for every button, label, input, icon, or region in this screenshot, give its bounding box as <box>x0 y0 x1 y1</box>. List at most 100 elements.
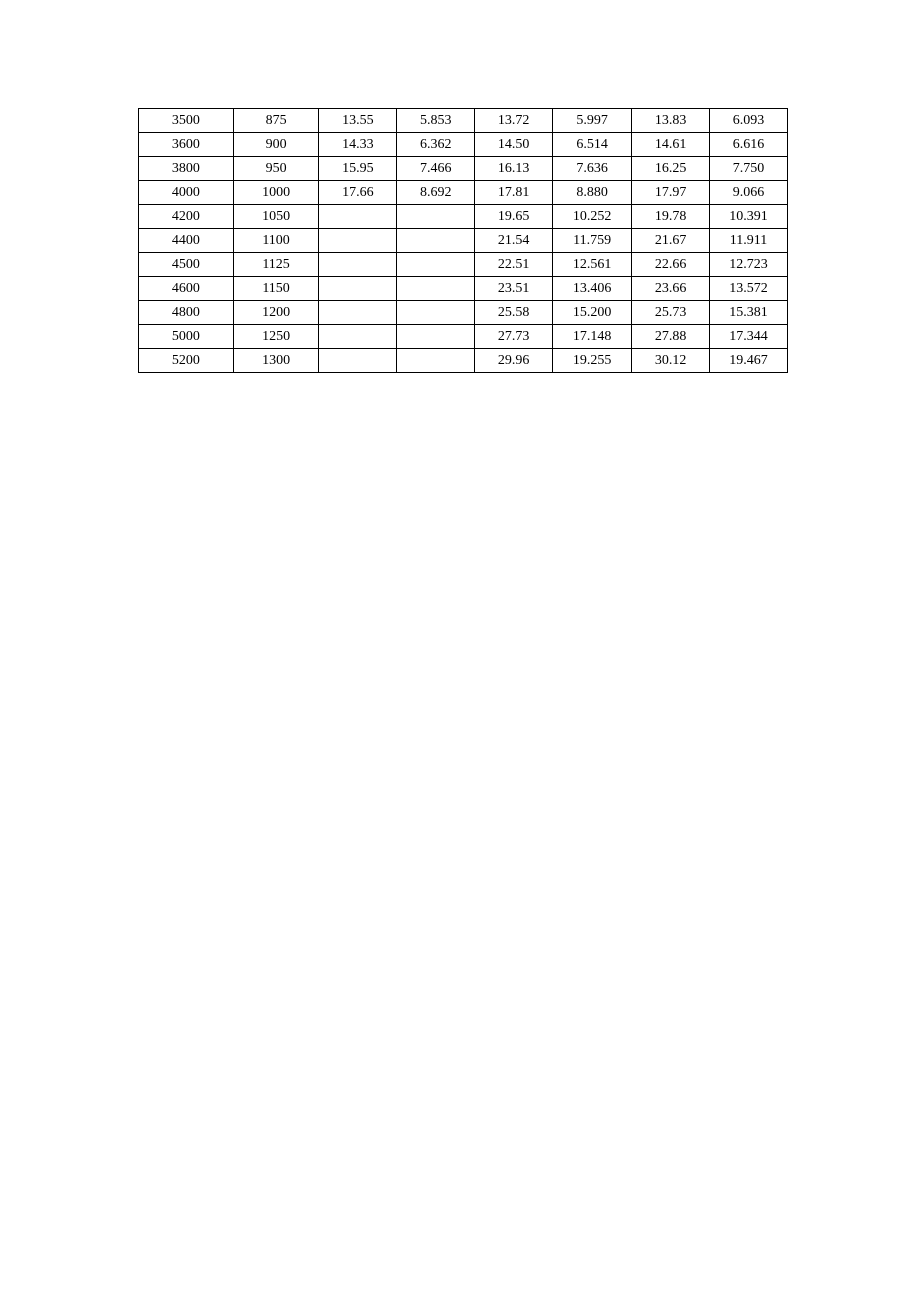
table-cell: 22.66 <box>632 253 710 277</box>
table-cell: 3600 <box>139 133 234 157</box>
table-cell: 950 <box>233 157 319 181</box>
table-cell: 6.514 <box>553 133 632 157</box>
table-cell: 1150 <box>233 277 319 301</box>
table-cell: 875 <box>233 109 319 133</box>
table-cell: 23.66 <box>632 277 710 301</box>
table-row: 46001150 23.5113.40623.6613.572 <box>139 277 788 301</box>
table-cell: 13.406 <box>553 277 632 301</box>
table-cell: 5.997 <box>553 109 632 133</box>
table-cell: 17.148 <box>553 325 632 349</box>
table-cell: 1250 <box>233 325 319 349</box>
table-cell <box>319 229 397 253</box>
table-cell: 900 <box>233 133 319 157</box>
table-cell: 1200 <box>233 301 319 325</box>
table-cell: 14.50 <box>475 133 553 157</box>
table-cell: 15.381 <box>710 301 788 325</box>
table-cell: 21.67 <box>632 229 710 253</box>
table-cell: 1125 <box>233 253 319 277</box>
table-row: 44001100 21.5411.75921.6711.911 <box>139 229 788 253</box>
table-cell: 15.200 <box>553 301 632 325</box>
table-cell: 13.55 <box>319 109 397 133</box>
table-cell: 25.73 <box>632 301 710 325</box>
table-cell <box>319 325 397 349</box>
data-table-wrapper: 350087513.555.85313.725.99713.836.093360… <box>138 108 788 373</box>
table-cell <box>397 301 475 325</box>
table-cell: 5.853 <box>397 109 475 133</box>
table-cell <box>397 349 475 373</box>
table-cell: 9.066 <box>710 181 788 205</box>
table-row: 48001200 25.5815.20025.7315.381 <box>139 301 788 325</box>
table-row: 50001250 27.7317.14827.8817.344 <box>139 325 788 349</box>
table-cell: 17.81 <box>475 181 553 205</box>
table-cell: 13.72 <box>475 109 553 133</box>
table-row: 52001300 29.9619.25530.1219.467 <box>139 349 788 373</box>
table-cell: 7.750 <box>710 157 788 181</box>
table-cell: 4200 <box>139 205 234 229</box>
table-cell: 17.344 <box>710 325 788 349</box>
table-cell: 19.255 <box>553 349 632 373</box>
table-cell <box>397 229 475 253</box>
table-cell: 23.51 <box>475 277 553 301</box>
table-cell: 4000 <box>139 181 234 205</box>
table-cell: 4600 <box>139 277 234 301</box>
table-cell <box>397 205 475 229</box>
table-cell: 1100 <box>233 229 319 253</box>
table-cell: 19.78 <box>632 205 710 229</box>
table-cell <box>319 205 397 229</box>
table-cell <box>319 349 397 373</box>
table-cell: 10.391 <box>710 205 788 229</box>
table-cell: 7.466 <box>397 157 475 181</box>
table-cell <box>397 277 475 301</box>
table-row: 350087513.555.85313.725.99713.836.093 <box>139 109 788 133</box>
table-cell: 1300 <box>233 349 319 373</box>
table-cell: 4500 <box>139 253 234 277</box>
table-cell: 4800 <box>139 301 234 325</box>
table-cell: 21.54 <box>475 229 553 253</box>
table-body: 350087513.555.85313.725.99713.836.093360… <box>139 109 788 373</box>
table-cell: 13.83 <box>632 109 710 133</box>
table-cell: 6.093 <box>710 109 788 133</box>
table-cell: 6.362 <box>397 133 475 157</box>
table-cell: 19.65 <box>475 205 553 229</box>
table-cell: 22.51 <box>475 253 553 277</box>
table-cell: 27.73 <box>475 325 553 349</box>
table-cell: 16.25 <box>632 157 710 181</box>
table-cell: 30.12 <box>632 349 710 373</box>
table-cell: 6.616 <box>710 133 788 157</box>
table-cell: 14.61 <box>632 133 710 157</box>
table-cell: 15.95 <box>319 157 397 181</box>
table-cell: 10.252 <box>553 205 632 229</box>
table-cell <box>397 253 475 277</box>
table-cell: 5000 <box>139 325 234 349</box>
table-row: 4500112522.5112.56122.6612.723 <box>139 253 788 277</box>
table-row: 4000100017.668.69217.818.88017.979.066 <box>139 181 788 205</box>
table-cell: 12.723 <box>710 253 788 277</box>
data-table: 350087513.555.85313.725.99713.836.093360… <box>138 108 788 373</box>
table-cell <box>319 253 397 277</box>
table-cell: 11.911 <box>710 229 788 253</box>
table-cell <box>319 277 397 301</box>
table-cell: 7.636 <box>553 157 632 181</box>
table-cell <box>397 325 475 349</box>
table-cell: 1000 <box>233 181 319 205</box>
table-cell: 5200 <box>139 349 234 373</box>
table-cell: 16.13 <box>475 157 553 181</box>
table-cell: 3500 <box>139 109 234 133</box>
table-cell: 14.33 <box>319 133 397 157</box>
table-cell <box>319 301 397 325</box>
table-cell: 4400 <box>139 229 234 253</box>
table-cell: 8.880 <box>553 181 632 205</box>
table-cell: 27.88 <box>632 325 710 349</box>
table-cell: 29.96 <box>475 349 553 373</box>
table-cell: 11.759 <box>553 229 632 253</box>
table-cell: 1050 <box>233 205 319 229</box>
table-row: 360090014.336.36214.506.51414.616.616 <box>139 133 788 157</box>
table-cell: 25.58 <box>475 301 553 325</box>
table-cell: 17.66 <box>319 181 397 205</box>
table-cell: 17.97 <box>632 181 710 205</box>
table-cell: 3800 <box>139 157 234 181</box>
table-row: 380095015.957.46616.137.63616.257.750 <box>139 157 788 181</box>
table-cell: 13.572 <box>710 277 788 301</box>
table-row: 42001050 19.6510.25219.7810.391 <box>139 205 788 229</box>
table-cell: 19.467 <box>710 349 788 373</box>
